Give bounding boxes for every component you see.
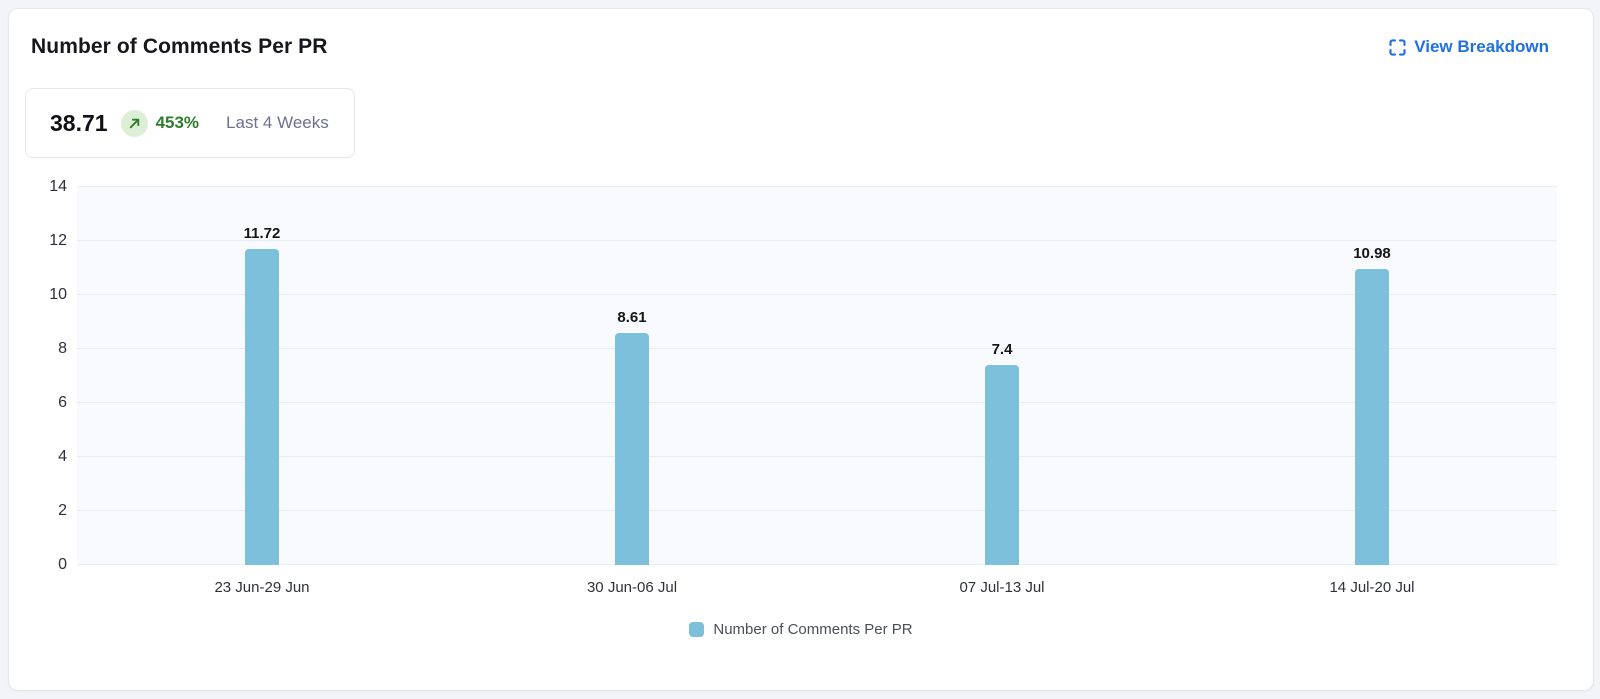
y-tick-label: 6 [58,394,67,411]
chart-card: Number of Comments Per PR View Breakdown… [8,8,1594,691]
bar[interactable] [985,365,1019,565]
summary-change: 453% [155,113,200,132]
legend-label: Number of Comments Per PR [713,621,913,638]
bar[interactable] [615,332,649,565]
x-axis: 23 Jun-29 Jun 30 Jun-06 Jul 07 Jul-13 Jul 1… [77,579,1557,599]
view-breakdown-label: View Breakdown [1414,37,1549,56]
card-header: Number of Comments Per PR View Breakdown [31,35,1549,59]
plot-area: 11.72 8.61 7.4 10.98 [77,186,1557,565]
gridline [77,402,1557,403]
legend-item[interactable]: Number of Comments Per PR [689,621,913,638]
bar-chart: 11.72 8.61 7.4 10.98 23 Jun-29 Jun 30 Jun-06… [9,9,1593,690]
x-tick-label: 23 Jun-29 Jun [214,579,310,596]
bar-value-label: 7.4 [991,341,1013,359]
bar-value-label: 8.61 [617,308,647,326]
gridline [77,294,1557,295]
bar-value-label: 11.72 [243,224,281,242]
y-tick-label: 8 [58,340,67,357]
y-tick-label: 0 [58,556,67,573]
gridline [77,240,1557,241]
expand-icon [1389,38,1406,56]
legend-swatch [689,622,705,637]
gridline [77,564,1557,565]
x-tick-label: 30 Jun-06 Jul [586,579,678,596]
view-breakdown-button[interactable]: View Breakdown [1389,37,1549,57]
x-tick-label: 14 Jul-20 Jul [1329,579,1415,596]
legend: Number of Comments Per PR [9,621,1593,638]
summary-value: 38.71 [50,109,108,136]
trend-up-icon [120,109,148,137]
y-tick-label: 14 [49,178,67,195]
bar-value-label: 10.98 [1353,244,1391,262]
summary-stat-box: 38.71 453% Last 4 Weeks [25,88,355,158]
page-title: Number of Comments Per PR [31,35,328,58]
bar[interactable] [1355,268,1389,565]
gridline [77,510,1557,511]
gridline [77,456,1557,457]
y-tick-label: 10 [49,286,67,303]
gridline [77,186,1557,187]
y-tick-label: 4 [58,448,67,465]
gridline [77,348,1557,349]
y-tick-label: 12 [49,232,67,249]
summary-period: Last 4 Weeks [226,113,329,132]
x-tick-label: 07 Jul-13 Jul [959,579,1045,596]
y-tick-label: 2 [58,502,67,519]
bar[interactable] [245,248,279,565]
